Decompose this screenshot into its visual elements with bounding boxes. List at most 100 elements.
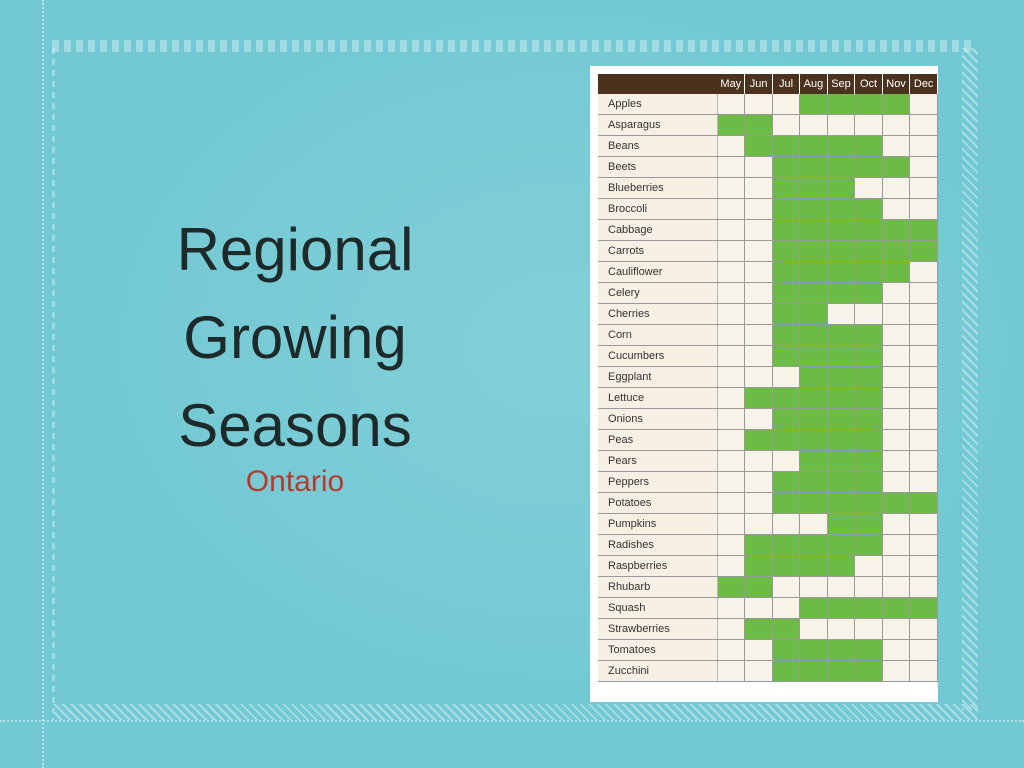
vegetable-label: Rhubarb	[598, 576, 718, 598]
off-season-cell	[909, 387, 938, 409]
in-season-cell	[854, 324, 883, 346]
in-season-cell	[744, 618, 773, 640]
vegetable-label: Potatoes	[598, 492, 718, 514]
table-row: Pumpkins	[598, 513, 938, 535]
off-season-cell	[909, 639, 938, 661]
off-season-cell	[717, 387, 746, 409]
table-row: Peppers	[598, 471, 938, 493]
month-header-dec: Dec	[909, 74, 938, 94]
off-season-cell	[799, 114, 828, 136]
in-season-cell	[882, 94, 911, 115]
off-season-cell	[909, 534, 938, 556]
off-season-cell	[882, 303, 911, 325]
in-season-cell	[854, 450, 883, 472]
in-season-cell	[799, 198, 828, 220]
season-table-header: May Jun Jul Aug Sep Oct Nov Dec	[598, 74, 938, 94]
off-season-cell	[744, 94, 773, 115]
off-season-cell	[882, 555, 911, 577]
vegetable-label: Broccoli	[598, 198, 718, 220]
in-season-cell	[772, 324, 801, 346]
off-season-cell	[744, 282, 773, 304]
in-season-cell	[744, 555, 773, 577]
off-season-cell	[909, 618, 938, 640]
off-season-cell	[717, 471, 746, 493]
in-season-cell	[854, 240, 883, 262]
table-row: Pears	[598, 450, 938, 472]
off-season-cell	[882, 618, 911, 640]
in-season-cell	[854, 156, 883, 178]
off-season-cell	[717, 261, 746, 283]
off-season-cell	[882, 135, 911, 157]
off-season-cell	[909, 324, 938, 346]
table-row: Tomatoes	[598, 639, 938, 661]
vegetable-label: Eggplant	[598, 366, 718, 388]
table-row: Cucumbers	[598, 345, 938, 367]
in-season-cell	[772, 177, 801, 199]
in-season-cell	[854, 639, 883, 661]
in-season-cell	[827, 135, 856, 157]
off-season-cell	[909, 660, 938, 682]
in-season-cell	[799, 324, 828, 346]
off-season-cell	[744, 219, 773, 241]
vegetable-label: Cucumbers	[598, 345, 718, 367]
in-season-cell	[854, 282, 883, 304]
off-season-cell	[744, 345, 773, 367]
off-season-cell	[717, 303, 746, 325]
in-season-cell	[827, 429, 856, 451]
off-season-cell	[882, 576, 911, 598]
in-season-cell	[744, 429, 773, 451]
off-season-cell	[909, 94, 938, 115]
in-season-cell	[744, 114, 773, 136]
off-season-cell	[909, 303, 938, 325]
in-season-cell	[827, 345, 856, 367]
off-season-cell	[882, 114, 911, 136]
off-season-cell	[882, 639, 911, 661]
table-row: Peas	[598, 429, 938, 451]
off-season-cell	[799, 513, 828, 535]
off-season-cell	[909, 576, 938, 598]
in-season-cell	[854, 471, 883, 493]
vegetable-label: Corn	[598, 324, 718, 346]
in-season-cell	[882, 597, 911, 619]
in-season-cell	[744, 387, 773, 409]
off-season-cell	[909, 261, 938, 283]
table-row: Lettuce	[598, 387, 938, 409]
in-season-cell	[827, 94, 856, 115]
in-season-cell	[717, 576, 746, 598]
off-season-cell	[882, 471, 911, 493]
table-row: Zucchini	[598, 660, 938, 682]
in-season-cell	[799, 660, 828, 682]
table-row: Carrots	[598, 240, 938, 262]
in-season-cell	[854, 387, 883, 409]
in-season-cell	[799, 534, 828, 556]
off-season-cell	[799, 618, 828, 640]
off-season-cell	[909, 429, 938, 451]
off-season-cell	[882, 366, 911, 388]
off-season-cell	[744, 324, 773, 346]
in-season-cell	[799, 303, 828, 325]
in-season-cell	[882, 492, 911, 514]
slide-title-line-2: Growing	[183, 304, 407, 371]
off-season-cell	[827, 618, 856, 640]
in-season-cell	[854, 660, 883, 682]
in-season-cell	[854, 219, 883, 241]
in-season-cell	[909, 240, 938, 262]
off-season-cell	[744, 513, 773, 535]
table-row: Cherries	[598, 303, 938, 325]
in-season-cell	[827, 177, 856, 199]
in-season-cell	[882, 261, 911, 283]
off-season-cell	[717, 366, 746, 388]
in-season-cell	[799, 450, 828, 472]
off-season-cell	[882, 429, 911, 451]
off-season-cell	[909, 198, 938, 220]
off-season-cell	[882, 387, 911, 409]
in-season-cell	[854, 492, 883, 514]
off-season-cell	[744, 492, 773, 514]
in-season-cell	[799, 156, 828, 178]
table-row: Beans	[598, 135, 938, 157]
off-season-cell	[717, 618, 746, 640]
off-season-cell	[744, 198, 773, 220]
in-season-cell	[799, 471, 828, 493]
in-season-cell	[827, 492, 856, 514]
in-season-cell	[772, 534, 801, 556]
